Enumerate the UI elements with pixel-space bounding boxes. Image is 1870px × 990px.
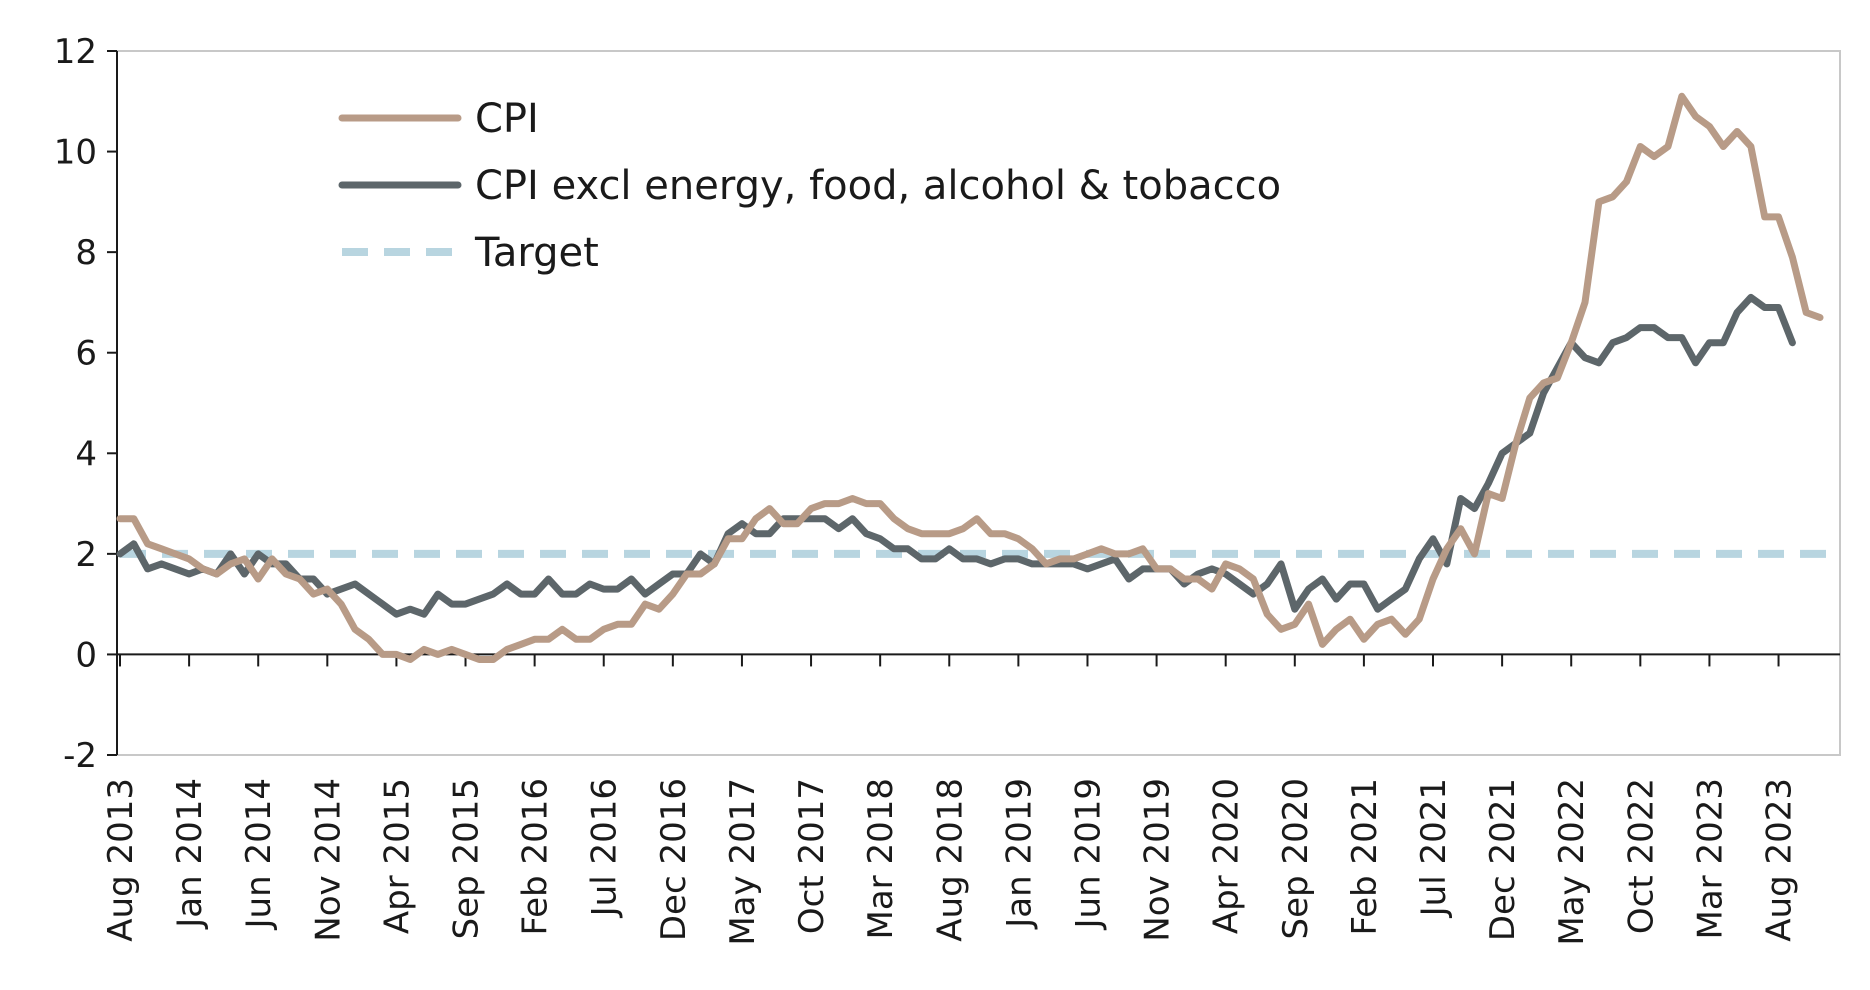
- x-tick-label: Sep 2015: [447, 778, 487, 939]
- x-tick-label: Jul 2016: [585, 778, 625, 918]
- series-group: [116, 92, 1830, 663]
- x-tick-label: Nov 2019: [1138, 778, 1178, 942]
- cpi-series-line: [116, 92, 1824, 663]
- x-tick-label: Jan 2019: [999, 778, 1039, 930]
- y-tick-label: 10: [54, 133, 97, 173]
- x-tick-label: Jun 2014: [239, 778, 279, 930]
- y-tick-label: 12: [54, 32, 97, 72]
- x-tick-label: May 2022: [1552, 778, 1592, 946]
- legend: CPI CPI excl energy, food, alcohol & toba…: [338, 96, 1281, 276]
- legend-label: CPI excl energy, food, alcohol & tobacco: [475, 163, 1281, 209]
- y-tick-label: 6: [75, 334, 97, 374]
- y-tick-label: 2: [75, 535, 97, 575]
- x-tick-label: Aug 2023: [1760, 778, 1800, 942]
- x-tick-label: Sep 2020: [1276, 778, 1316, 939]
- x-tick-label: Feb 2021: [1345, 778, 1385, 936]
- y-tick-label: -2: [63, 736, 97, 776]
- x-tick-label: Nov 2014: [308, 778, 348, 942]
- x-tick-label: Jan 2014: [170, 778, 210, 930]
- x-tick-label: Apr 2020: [1207, 778, 1247, 934]
- x-tick-label: Aug 2013: [101, 778, 141, 942]
- x-tick-label: Apr 2015: [377, 778, 417, 934]
- x-tick-label: Dec 2016: [654, 778, 694, 941]
- core-cpi-series-line: [116, 293, 1796, 618]
- legend-label: CPI: [475, 96, 539, 142]
- y-tick-label: 8: [75, 233, 97, 273]
- x-tick-label: Mar 2023: [1690, 778, 1730, 939]
- x-tick-label: Oct 2022: [1621, 778, 1661, 934]
- y-tick-label: 0: [75, 635, 97, 675]
- x-tick-label: Oct 2017: [792, 778, 832, 934]
- axes: -2 0 2 4 6 8 10 12 Aug 2013 Jan 2014 Jun 2014 Nov 2…: [54, 32, 1840, 946]
- x-tick-label: Jul 2021: [1414, 778, 1454, 918]
- x-tick-label: May 2017: [723, 778, 763, 946]
- legend-label: Target: [474, 230, 599, 276]
- x-tick-label: Jun 2019: [1068, 778, 1108, 930]
- x-tick-label: Mar 2018: [861, 778, 901, 939]
- y-tick-label: 4: [75, 434, 97, 474]
- x-tick-label: Aug 2018: [930, 778, 970, 942]
- x-tick-label: Dec 2021: [1483, 778, 1523, 941]
- x-tick-label: Feb 2016: [516, 778, 556, 936]
